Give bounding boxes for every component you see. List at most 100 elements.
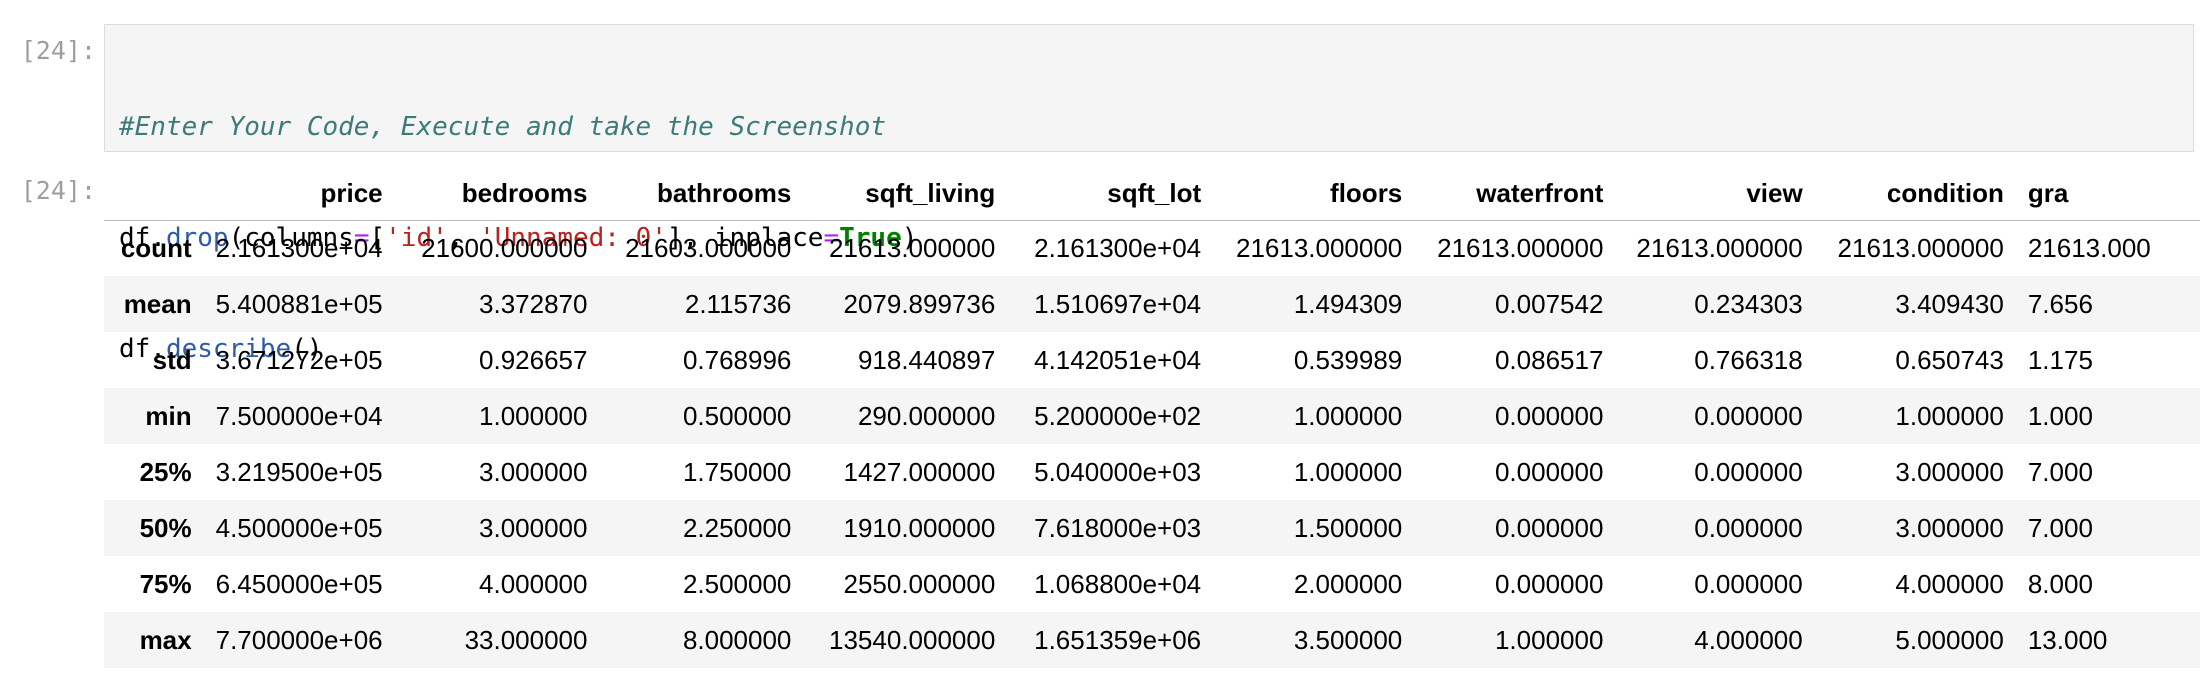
column-header: floors (1201, 168, 1403, 221)
table-cell: 1.175 (2027, 344, 2093, 375)
table-cell: 0.086517 (1494, 344, 1604, 375)
table-cell: 5.400881e+05 (215, 288, 383, 319)
table-cell: 21603.000000 (625, 232, 792, 263)
table-cell: 2.161300e+04 (1034, 232, 1202, 263)
table-cell: 0.000000 (1694, 512, 1803, 543)
table-cell: 0.766318 (1694, 344, 1803, 375)
table-cell: 33.000000 (464, 624, 588, 655)
table-body: count 2.161300e+04 21600.000000 21603.00000… (104, 220, 2200, 668)
table-cell: 4.500000e+05 (215, 512, 383, 543)
code-token: drop (165, 223, 229, 253)
code-token: df. (119, 334, 166, 364)
table-cell: 1.000000 (479, 400, 588, 431)
table-cell: 1.651359e+06 (1034, 624, 1202, 655)
table-cell: 2.250000 (682, 512, 792, 543)
code-line-1: #Enter Your Code, Execute and take the S… (119, 109, 2193, 146)
column-header: bathrooms (587, 168, 792, 221)
table-cell: 0.000000 (1494, 568, 1604, 599)
code-token: df. (119, 223, 166, 253)
row-label: max (139, 624, 192, 655)
table-cell: 7.700000e+06 (215, 624, 383, 655)
table-cell: 8.000000 (682, 624, 792, 655)
table-cell: 3.500000 (1293, 624, 1403, 655)
table-cell: 1910.000000 (843, 512, 996, 543)
table-cell: 3.000000 (479, 512, 588, 543)
table-cell: 3.372870 (479, 288, 588, 319)
table-row: 50% 4.500000e+05 3.000000 2.250000 1910.0000… (104, 500, 2200, 556)
code-line-2: df.drop(columns=['id', 'Unnamed: 0'], in… (119, 220, 2193, 257)
table-cell: 7.500000e+04 (215, 400, 383, 431)
table-cell: 2.500000 (682, 568, 792, 599)
code-line-3: df.describe() (119, 331, 2193, 368)
table-cell: 0.650743 (1895, 344, 2004, 375)
table-cell: 0.539989 (1293, 344, 1403, 375)
table-cell: 0.007542 (1494, 288, 1604, 319)
table-cell: 0.768996 (682, 344, 792, 375)
code-token: 'Unnamed: 0' (479, 223, 667, 253)
code-token: ( (228, 223, 245, 253)
table-cell: 0.000000 (1494, 456, 1604, 487)
table-cell: 7.656 (2027, 288, 2093, 319)
row-label: min (145, 400, 192, 431)
column-header: price (191, 168, 383, 221)
column-header: sqft_lot (995, 168, 1202, 221)
table-cell: 1.494309 (1293, 288, 1403, 319)
code-token: , (682, 223, 714, 253)
table-cell: 2550.000000 (843, 568, 996, 599)
table-cell: 2.161300e+04 (215, 232, 383, 263)
column-header: bedrooms (382, 168, 588, 221)
code-cell-editor[interactable]: #Enter Your Code, Execute and take the S… (104, 24, 2194, 364)
code-token: , (447, 223, 480, 253)
table-cell: 21600.000000 (421, 232, 588, 263)
code-token: ] (666, 223, 683, 253)
table-cell: 2.115736 (684, 288, 792, 319)
table-cell: 0.000000 (1494, 400, 1604, 431)
table-cell: 7.000 (2027, 456, 2093, 487)
table-cell: 13540.000000 (829, 624, 996, 655)
table-row: std 3.671272e+05 0.926657 0.768996 918.44089… (104, 332, 2200, 388)
table-cell: 5.200000e+02 (1034, 400, 1202, 431)
table-cell: 1427.000000 (843, 456, 996, 487)
table-cell: 3.000000 (1895, 512, 2004, 543)
table-row: count 2.161300e+04 21600.000000 21603.00000… (104, 220, 2200, 276)
code-token: = (823, 223, 840, 253)
column-header: waterfront (1402, 168, 1604, 221)
table-cell: 1.750000 (682, 456, 792, 487)
table-row: max 7.700000e+06 33.000000 8.000000 13540.00… (104, 612, 2200, 668)
code-comment: #Enter Your Code, Execute and take the S… (119, 112, 887, 142)
table-row: min 7.500000e+04 1.000000 0.500000 290.00000… (104, 388, 2200, 444)
table-cell: 0.000000 (1694, 568, 1803, 599)
table-cell: 3.000000 (1895, 456, 2004, 487)
table-cell: 0.000000 (1694, 400, 1803, 431)
table-row: 25% 3.219500e+05 3.000000 1.750000 1427.0000… (104, 444, 2200, 500)
code-token: = (353, 223, 370, 253)
table-cell: 1.500000 (1293, 512, 1403, 543)
output-prompt: [24]: (20, 176, 96, 205)
table-cell: 21613.000 (2027, 232, 2151, 263)
table-cell: 21613.000000 (1636, 232, 1803, 263)
code-token: inplace (713, 223, 824, 253)
table-cell: 5.000000 (1895, 624, 2004, 655)
column-header: gra (2003, 168, 2200, 221)
code-token: [ (369, 223, 386, 253)
code-token: 'id' (385, 223, 448, 253)
column-header: view (1603, 168, 1803, 221)
table-cell: 13.000 (2027, 624, 2108, 655)
table-cell: 5.040000e+03 (1034, 456, 1202, 487)
table-cell: 6.450000e+05 (215, 568, 383, 599)
table-cell: 0.000000 (1494, 512, 1604, 543)
table-cell: 2079.899736 (843, 288, 996, 319)
table-cell: 21613.000000 (1235, 232, 1403, 263)
table-cell: 1.000000 (1494, 624, 1604, 655)
table-row: mean 5.400881e+05 3.372870 2.115736 2079.899… (104, 276, 2200, 332)
table-cell: 0.234303 (1694, 288, 1803, 319)
row-label: count (120, 232, 192, 263)
output-area: price bedrooms bathrooms sqft_living sqf… (104, 168, 2200, 684)
table-cell: 21613.000000 (1837, 232, 2004, 263)
row-label: std (152, 344, 192, 375)
table-cell: 1.000000 (1293, 456, 1403, 487)
table-cell: 4.000000 (479, 568, 588, 599)
table-cell: 3.671272e+05 (215, 344, 383, 375)
index-header (104, 168, 192, 221)
table-cell: 4.142051e+04 (1034, 344, 1202, 375)
